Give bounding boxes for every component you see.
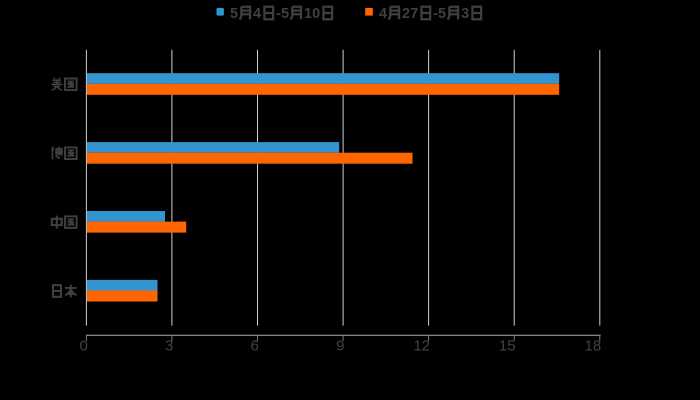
svg-text:3: 3 xyxy=(461,6,469,22)
svg-text:-: - xyxy=(276,6,281,22)
svg-text:3: 3 xyxy=(165,337,173,354)
svg-text:15: 15 xyxy=(499,337,516,354)
svg-text:0: 0 xyxy=(79,337,87,354)
svg-text:6: 6 xyxy=(251,337,259,354)
svg-text:4: 4 xyxy=(379,6,387,22)
svg-text:12: 12 xyxy=(413,337,430,354)
svg-text:5: 5 xyxy=(438,6,446,22)
svg-text:27: 27 xyxy=(402,6,418,22)
svg-text:10: 10 xyxy=(304,6,320,22)
svg-text:5: 5 xyxy=(230,6,238,22)
svg-text:-: - xyxy=(433,6,438,22)
svg-text:18: 18 xyxy=(585,337,602,354)
svg-text:4: 4 xyxy=(253,6,261,22)
svg-text:9: 9 xyxy=(336,337,344,354)
svg-text:5: 5 xyxy=(281,6,289,22)
